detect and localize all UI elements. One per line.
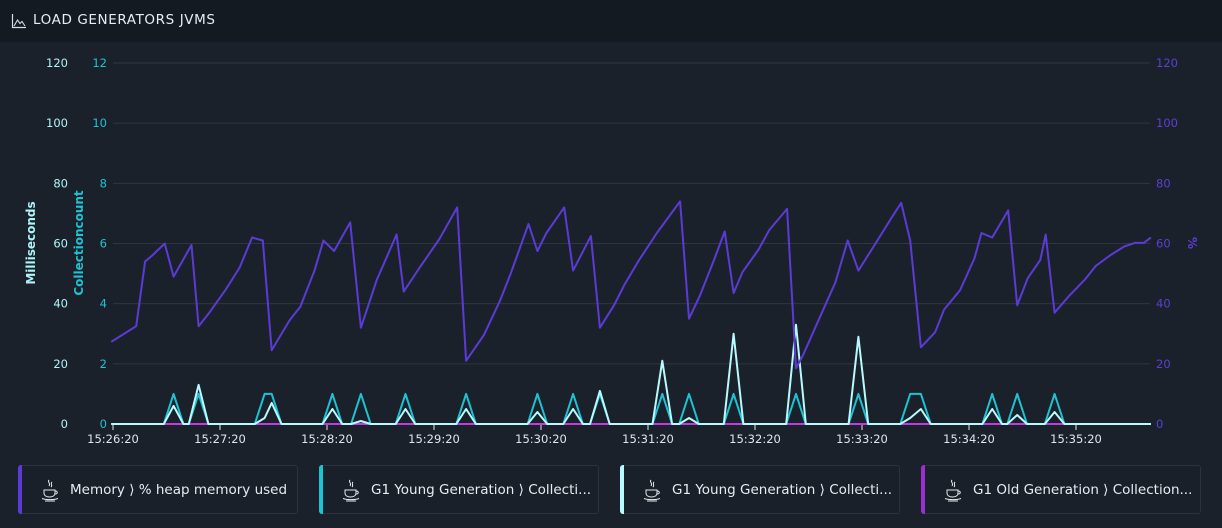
java-icon [944, 479, 962, 502]
y-tick-label-ms: 40 [53, 297, 68, 311]
legend-label: G1 Young Generation ⟩ Collecti... [672, 482, 893, 498]
y-tick-label-count: 4 [100, 297, 107, 311]
legend-color-bar [18, 465, 22, 514]
legend-color-bar [921, 465, 925, 514]
x-tick-label: 15:31:20 [622, 432, 674, 446]
y-tick-label-pct: 120 [1156, 56, 1178, 70]
y-tick-label-pct: 20 [1156, 357, 1171, 371]
x-tick-label: 15:35:20 [1050, 432, 1102, 446]
series-line-0 [110, 200, 1152, 370]
y-tick-label-count: 10 [92, 116, 107, 130]
x-tick-label: 15:33:20 [836, 432, 888, 446]
x-tick-label: 15:27:20 [194, 432, 246, 446]
y-tick-label-pct: 100 [1156, 116, 1178, 130]
y-axis-label-collectioncount: Collectioncount [72, 190, 86, 296]
legend-label: G1 Young Generation ⟩ Collecti... [371, 482, 592, 498]
panel-header: LOAD GENERATORS JVMS [0, 0, 1222, 42]
x-tick-label: 15:34:20 [943, 432, 995, 446]
y-tick-label-ms: 20 [53, 357, 68, 371]
java-icon [342, 479, 360, 502]
y-tick-label-pct: 60 [1156, 237, 1171, 251]
legend-item-young-gen-count[interactable]: G1 Young Generation ⟩ Collecti... [319, 465, 599, 514]
series-line-2 [111, 323, 1151, 425]
y-tick-label-pct: 0 [1156, 417, 1163, 431]
y-tick-label-ms: 80 [53, 176, 68, 190]
legend-label: Memory ⟩ % heap memory used [70, 482, 288, 498]
x-axis-ticks: 15:26:20 15:27:20 15:28:20 15:29:20 15:30:20… [87, 424, 1102, 446]
y-tick-label-count: 6 [100, 237, 107, 251]
y-tick-label-ms: 100 [46, 116, 68, 130]
y-tick-label-count: 2 [100, 357, 107, 371]
y-axis-label-milliseconds: Milliseconds [24, 201, 38, 284]
y-tick-label-count: 12 [92, 56, 107, 70]
y-axis-ticks: 0 0 0 20 2 20 40 4 40 60 6 60 80 8 80 100 10 100 120 12 120 [46, 56, 1178, 431]
legend-label: G1 Old Generation ⟩ Collection... [973, 482, 1193, 498]
legend-item-old-gen[interactable]: G1 Old Generation ⟩ Collection... [921, 465, 1201, 514]
area-chart-icon [11, 14, 26, 29]
y-tick-label-count: 0 [100, 417, 107, 431]
y-tick-label-count: 8 [100, 176, 107, 190]
y-tick-label-ms: 60 [53, 237, 68, 251]
y-tick-label-pct: 80 [1156, 176, 1171, 190]
java-icon [643, 479, 661, 502]
panel-title: LOAD GENERATORS JVMS [33, 12, 216, 28]
y-tick-label-ms: 0 [61, 417, 68, 431]
java-icon [41, 479, 59, 502]
x-tick-label: 15:32:20 [729, 432, 781, 446]
y-tick-label-ms: 120 [46, 56, 68, 70]
y-tick-label-pct: 40 [1156, 297, 1171, 311]
x-tick-label: 15:29:20 [408, 432, 460, 446]
x-tick-label: 15:28:20 [301, 432, 353, 446]
series-line-1 [111, 392, 1151, 425]
x-tick-label: 15:30:20 [515, 432, 567, 446]
grid-lines [113, 62, 1150, 425]
legend-color-bar [319, 465, 323, 514]
y-axis-label-percent: % [1185, 237, 1199, 249]
legend-color-bar [620, 465, 624, 514]
legend-item-heap-memory[interactable]: Memory ⟩ % heap memory used [18, 465, 298, 514]
x-tick-label: 15:26:20 [87, 432, 139, 446]
legend-item-young-gen-time[interactable]: G1 Young Generation ⟩ Collecti... [620, 465, 900, 514]
